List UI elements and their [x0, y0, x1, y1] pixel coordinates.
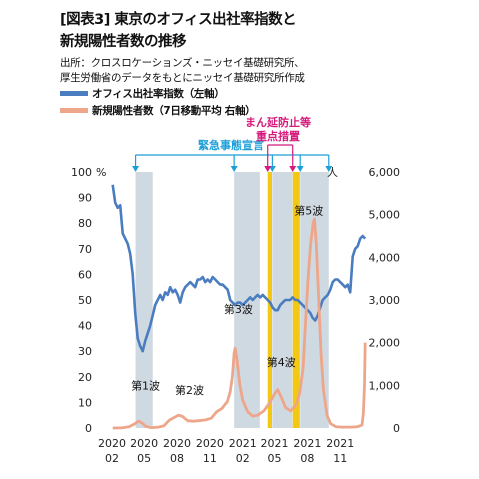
- x-tick-label-year: 2021: [261, 437, 289, 450]
- x-tick-label-month: 05: [137, 452, 151, 465]
- source-line1: 出所：クロスロケーションズ・ニッセイ基礎研究所、: [60, 57, 305, 69]
- wave-label: 第4波: [267, 355, 296, 369]
- y-right-tick-label: 3,000: [369, 294, 401, 307]
- y-left-tick-label: 50: [78, 294, 92, 307]
- legend-swatch-office: [60, 91, 88, 96]
- legend-label-office: オフィス出社率指数（左軸）: [92, 88, 225, 100]
- emergency-arrow-head: [325, 166, 333, 172]
- y-right-tick-label: 5,000: [369, 209, 401, 222]
- y-right-unit: 人: [327, 166, 338, 179]
- wave-label: 第5波: [294, 204, 323, 218]
- x-tick-label-year: 2020: [196, 437, 224, 450]
- y-right-tick-label: 1,000: [369, 379, 401, 392]
- wave-label: 第2波: [175, 383, 204, 397]
- y-right-tick-label: 2,000: [369, 337, 401, 350]
- emergency-label: 緊急事態宣言: [198, 138, 264, 152]
- emergency-arrow-head: [230, 166, 238, 172]
- x-tick-label-month: 08: [300, 452, 314, 465]
- y-left-tick-label: 20: [78, 371, 92, 384]
- x-tick-label-month: 02: [236, 452, 250, 465]
- x-tick-label-year: 2021: [293, 437, 321, 450]
- emergency-arrow-head: [132, 166, 140, 172]
- legend-swatch-cases: [60, 108, 88, 113]
- x-tick-label-month: 11: [203, 452, 217, 465]
- series-line-cases: [112, 217, 367, 430]
- y-left-tick-label: 60: [78, 268, 92, 281]
- x-tick-label-month: 08: [170, 452, 184, 465]
- emergency-arrow-head: [268, 166, 276, 172]
- y-left-unit: %: [96, 166, 106, 179]
- emergency-band: [272, 172, 293, 428]
- chart-title-line2: 新規陽性者数の推移: [60, 34, 187, 50]
- emergency-band: [135, 172, 153, 428]
- x-tick-label-year: 2020: [98, 437, 126, 450]
- manbo-arrow-head: [264, 166, 272, 172]
- wave-label: 第1波: [131, 379, 160, 393]
- manbo-band: [267, 172, 272, 428]
- chart-title-line1: [図表3] 東京のオフィス出社率指数と: [60, 12, 297, 28]
- source-line2: 厚生労働省のデータをもとにニッセイ基礎研究所作成: [60, 72, 305, 84]
- y-right-tick-label: 6,000: [369, 166, 401, 179]
- x-tick-label-year: 2020: [163, 437, 191, 450]
- emergency-arrow-head: [296, 166, 304, 172]
- y-left-tick-label: 30: [78, 345, 92, 358]
- manbo-label-line1: まん延防止等: [245, 115, 311, 129]
- legend-item-cases: 新規陽性者数（7日移動平均 右軸）: [60, 103, 256, 118]
- legend-label-cases: 新規陽性者数（7日移動平均 右軸）: [92, 105, 256, 117]
- x-tick-label-month: 05: [268, 452, 282, 465]
- y-left-tick-label: 80: [78, 217, 92, 230]
- y-left-tick-label: 90: [78, 192, 92, 205]
- y-left-tick-label: 40: [78, 320, 92, 333]
- y-right-tick-label: 4,000: [369, 251, 401, 264]
- y-left-tick-label: 70: [78, 243, 92, 256]
- x-tick-label-year: 2020: [130, 437, 158, 450]
- y-left-tick-label: 10: [78, 396, 92, 409]
- manbo-arrow-head: [289, 166, 297, 172]
- manbo-label-line2: 重点措置: [256, 129, 300, 143]
- legend-item-office: オフィス出社率指数（左軸）: [60, 86, 225, 101]
- y-left-tick-label: 100: [71, 166, 92, 179]
- wave-label: 第3波: [224, 302, 253, 316]
- y-right-tick-label: 0: [393, 422, 400, 435]
- x-tick-label-year: 2021: [326, 437, 354, 450]
- series-line-office: [111, 184, 367, 353]
- y-left-tick-label: 0: [85, 422, 92, 435]
- x-tick-label-month: 11: [333, 452, 347, 465]
- x-tick-label-month: 02: [105, 452, 119, 465]
- x-tick-label-year: 2021: [229, 437, 257, 450]
